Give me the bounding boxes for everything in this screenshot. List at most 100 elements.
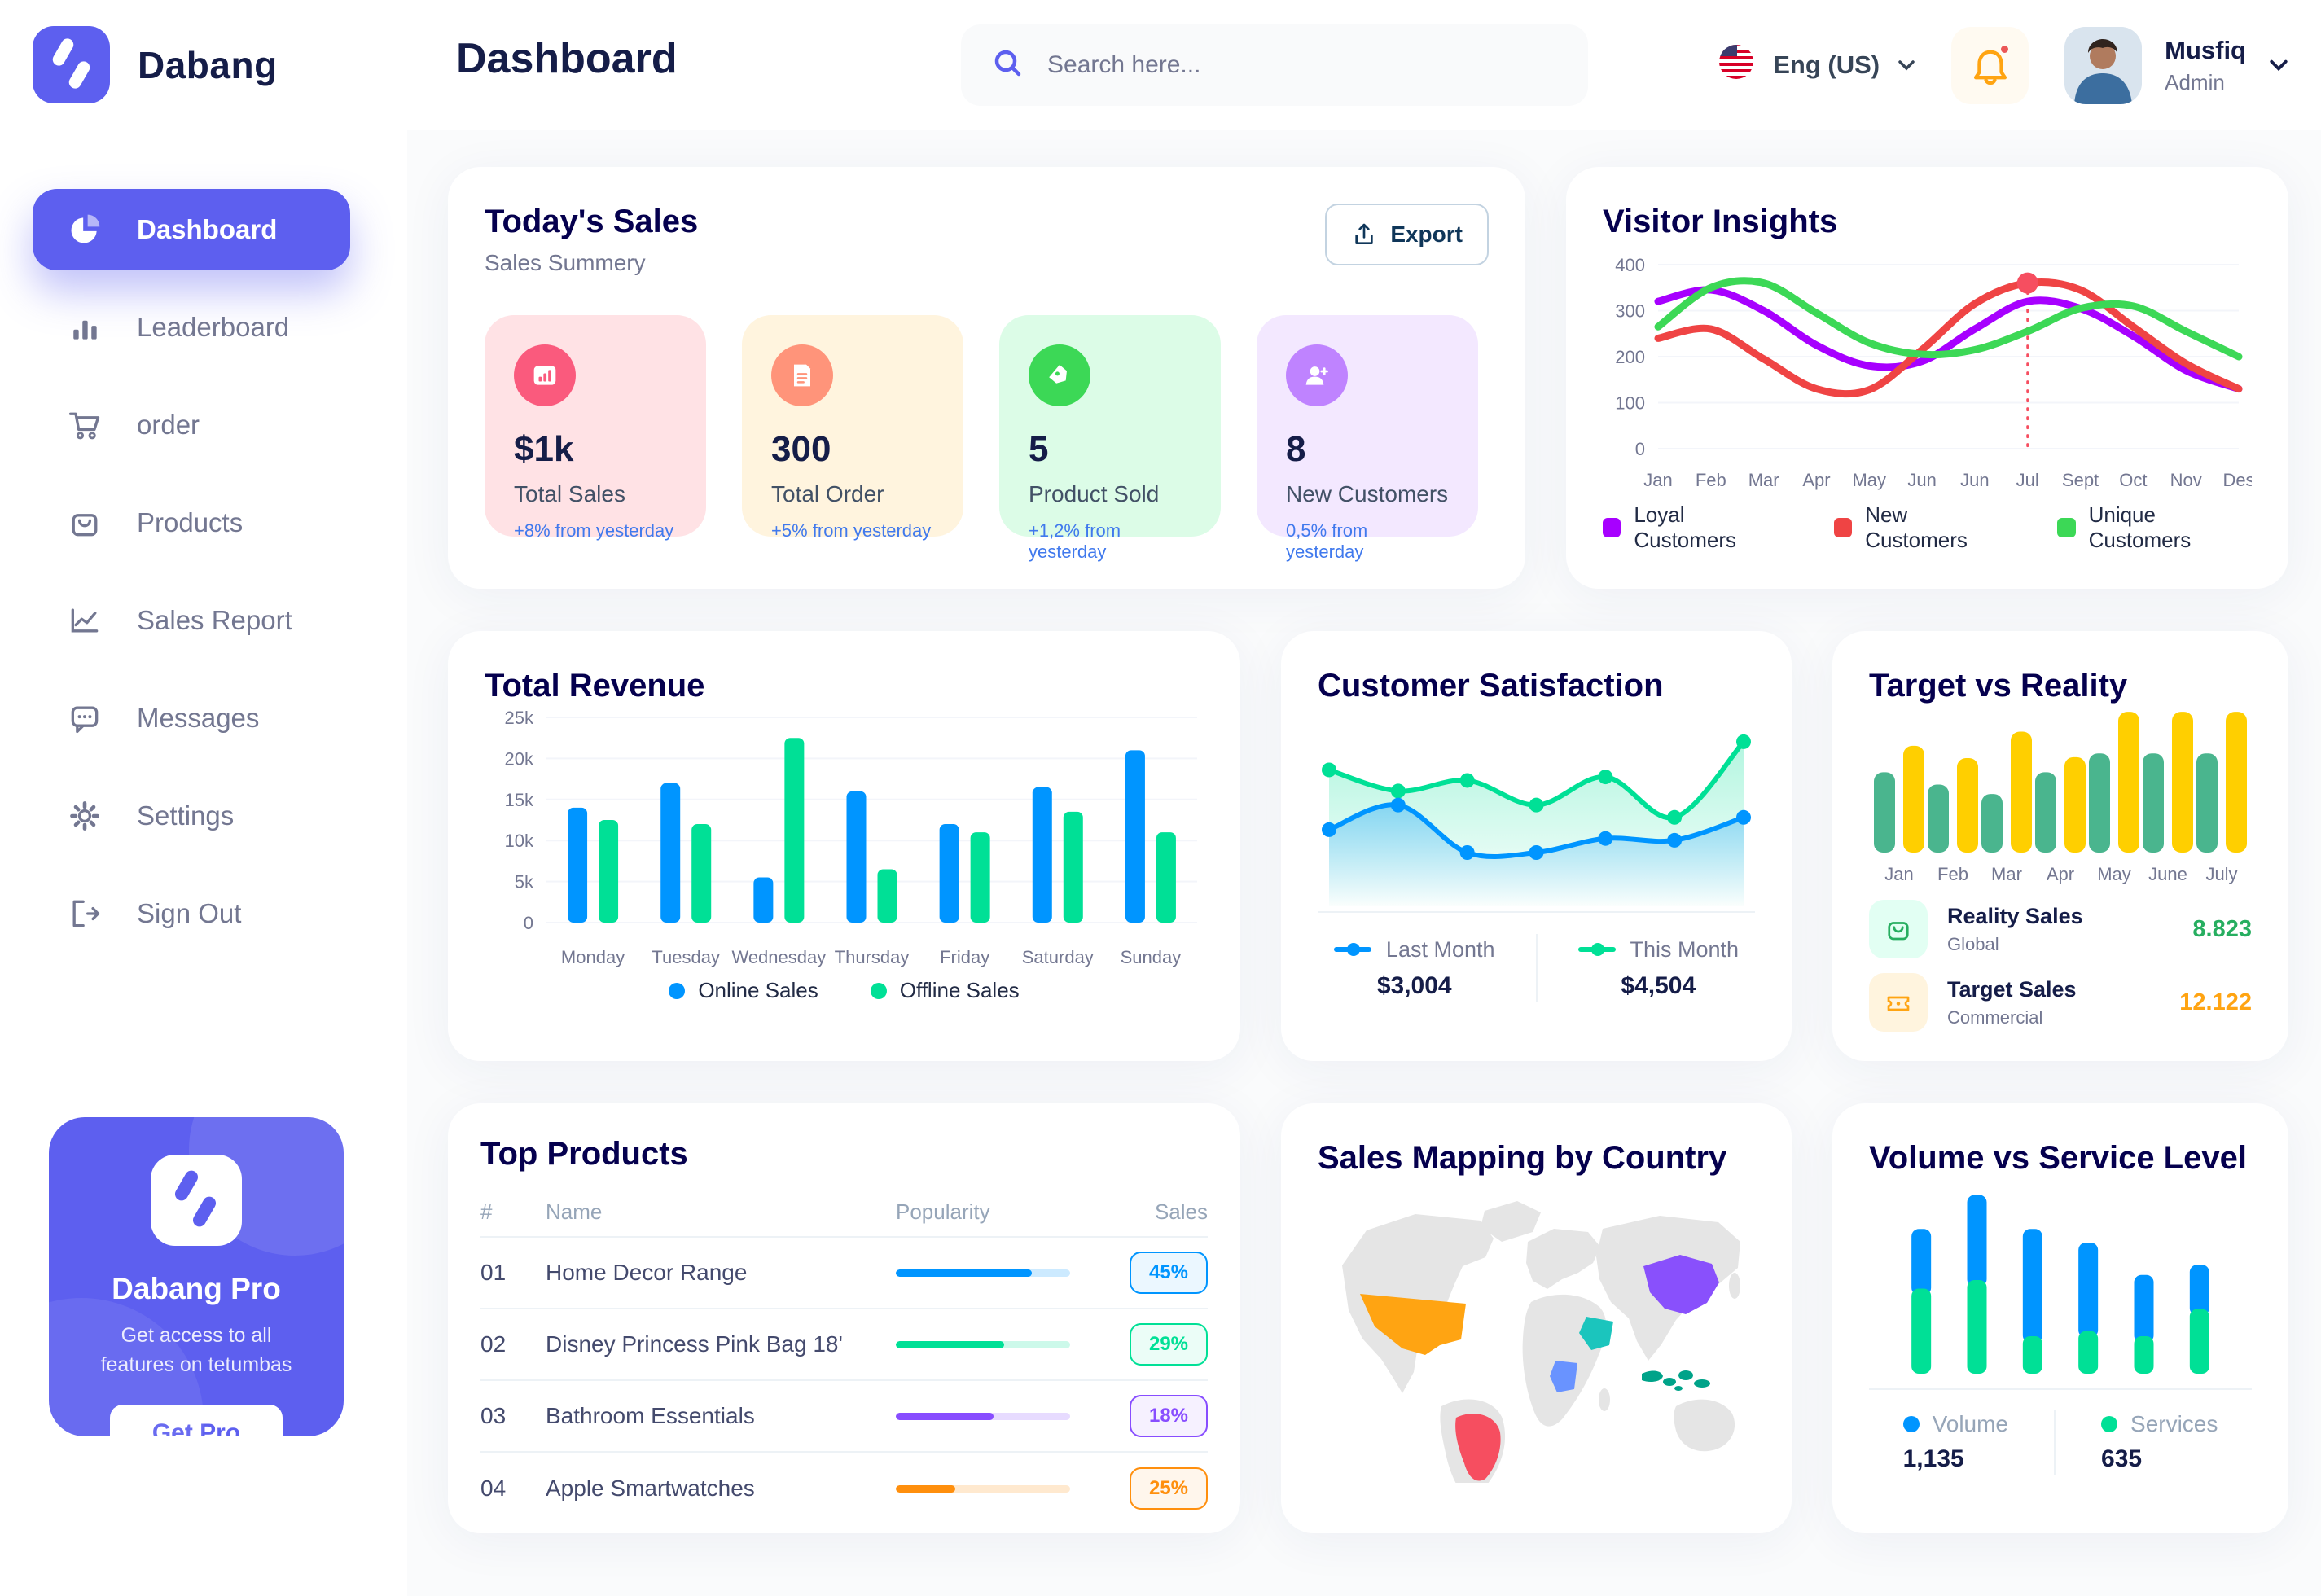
svg-text:Sept: Sept <box>2062 470 2099 490</box>
brand[interactable]: Dabang <box>33 26 278 103</box>
get-pro-button[interactable]: Get Pro <box>110 1404 283 1436</box>
map-country-indonesia[interactable] <box>1642 1370 1710 1391</box>
sales-badge: 29% <box>1130 1323 1208 1366</box>
svg-text:Apr: Apr <box>1802 470 1830 490</box>
sidebar-item-label: Sales Report <box>137 605 292 635</box>
user-menu[interactable]: Musfiq Admin <box>2064 26 2288 104</box>
product-name: Home Decor Range <box>546 1260 748 1285</box>
sidebar-item-products[interactable]: Products <box>33 482 350 563</box>
map-country-saudi-arabia[interactable] <box>1579 1317 1613 1350</box>
volume-service-title: Volume vs Service Level <box>1869 1140 2247 1176</box>
main-content: Today's Sales Sales Summery Export $1 <box>407 130 2321 1596</box>
legend-item: Loyal Customers <box>1603 502 1782 553</box>
svg-text:Wednesday: Wednesday <box>731 947 826 967</box>
svg-text:Mar: Mar <box>1991 864 2022 884</box>
visitor-insights-legend: Loyal Customers New Customers Unique Custo… <box>1603 502 2252 553</box>
svg-text:20k: 20k <box>505 748 534 769</box>
notifications-button[interactable] <box>1951 26 2029 104</box>
sidebar-item-sales-report[interactable]: Sales Report <box>33 580 350 661</box>
product-rank: 03 <box>480 1403 507 1428</box>
legend-this-month: This Month $4,504 <box>1577 937 1739 1000</box>
svg-text:10k: 10k <box>505 831 534 851</box>
map-country-china[interactable] <box>1643 1255 1719 1314</box>
svg-text:Nov: Nov <box>2170 470 2202 490</box>
popularity-bar <box>896 1340 1086 1348</box>
gear-icon <box>70 801 99 831</box>
svg-text:June: June <box>2148 864 2187 884</box>
popularity-bar <box>896 1412 1086 1420</box>
sidebar-item-messages[interactable]: Messages <box>33 677 350 759</box>
dabang-logo-icon <box>33 26 110 103</box>
last-month-value: $3,004 <box>1376 971 1452 999</box>
svg-text:Mar: Mar <box>1748 470 1779 490</box>
popularity-bar <box>896 1484 1086 1493</box>
svg-text:200: 200 <box>1615 347 1645 367</box>
stat-value: 300 <box>771 429 831 469</box>
sidebar-item-dashboard[interactable]: Dashboard <box>33 189 350 270</box>
svg-text:0: 0 <box>524 913 533 933</box>
stat-card-total-order: 300 Total Order +5% from yesterday <box>742 315 963 541</box>
sidebar-item-sign-out[interactable]: Sign Out <box>33 873 350 954</box>
legend-last-month: Last Month $3,004 <box>1333 937 1495 1000</box>
stat-delta: +5% from yesterday <box>771 520 932 541</box>
svg-text:July: July <box>2205 864 2237 884</box>
svg-text:Des: Des <box>2222 470 2252 490</box>
svg-text:5k: 5k <box>515 872 534 892</box>
sidebar-item-label: Sign Out <box>137 898 242 928</box>
sidebar-item-order[interactable]: order <box>33 384 350 466</box>
sidebar-item-leaderboard[interactable]: Leaderboard <box>33 287 350 368</box>
stat-label: New Customers <box>1286 481 1449 506</box>
top-products-card: Top Products # Name Popularity Sales 01 H… <box>448 1103 1240 1533</box>
map-country-brazil[interactable] <box>1455 1413 1501 1481</box>
bell-icon <box>1973 50 2007 85</box>
todays-sales-card: Today's Sales Sales Summery Export $1 <box>448 167 1525 589</box>
top-header: Dabang Dashboard Eng (US) <box>0 0 2321 130</box>
volume-service-chart <box>1869 1177 2252 1382</box>
world-map <box>1318 1188 1755 1498</box>
svg-text:Saturday: Saturday <box>1022 947 1094 967</box>
chevron-down-icon <box>2270 59 2288 72</box>
stat-value: $1k <box>514 429 574 469</box>
bar-chart-icon <box>73 320 97 340</box>
this-month-value: $4,504 <box>1621 971 1696 999</box>
sidebar-item-label: Settings <box>137 800 235 831</box>
total-revenue-chart: 0 5k 10k 15k 20k 25k Monday Tuesday Wednesday Thu… <box>485 704 1204 967</box>
product-rank: 04 <box>480 1475 507 1501</box>
language-selector[interactable]: Eng (US) <box>1718 43 1915 87</box>
svg-text:May: May <box>1852 470 1886 490</box>
notification-badge <box>1999 42 2012 55</box>
tag-icon <box>1029 344 1090 406</box>
product-name: Bathroom Essentials <box>546 1403 755 1428</box>
legend-item: Unique Customers <box>2057 502 2252 553</box>
stat-value: 5 <box>1029 429 1049 469</box>
legend-reality-sales: Reality Sales Global 8.823 <box>1869 900 2252 958</box>
legend-item: Offline Sales <box>870 978 1020 1003</box>
add-user-icon <box>1286 344 1348 406</box>
export-button[interactable]: Export <box>1325 204 1489 265</box>
map-country-usa[interactable] <box>1360 1294 1466 1355</box>
stat-delta: +1,2% from yesterday <box>1029 520 1121 562</box>
sidebar-item-settings[interactable]: Settings <box>33 775 350 857</box>
export-icon <box>1355 223 1373 244</box>
sidebar-item-label: Dashboard <box>137 214 278 244</box>
svg-text:0: 0 <box>1635 439 1645 459</box>
legend-item: Online Sales <box>669 978 818 1003</box>
svg-text:Jul: Jul <box>2016 470 2039 490</box>
visitor-insights-chart: 0 100 200 300 400 Jan Feb Mar Apr May Jun Jun Jul Sep… <box>1603 240 2254 491</box>
sidebar: Dashboard Leaderboard order Products <box>0 130 407 1596</box>
svg-text:Jun: Jun <box>1907 470 1936 490</box>
search-bar[interactable] <box>961 24 1588 106</box>
svg-text:Tuesday: Tuesday <box>652 947 720 967</box>
target-vs-reality-title: Target vs Reality <box>1869 668 2128 704</box>
sales-badge: 25% <box>1130 1467 1208 1510</box>
search-input[interactable] <box>1046 50 1557 80</box>
popularity-bar <box>896 1269 1086 1277</box>
target-vs-reality-chart: Jan Feb Mar Apr May June July <box>1869 704 2252 885</box>
todays-sales-title: Today's Sales <box>485 204 699 239</box>
page-title: Dashboard <box>456 35 678 82</box>
map-country-dr-congo[interactable] <box>1550 1361 1577 1392</box>
table-row: 04 Apple Smartwatches 25% <box>480 1453 1208 1524</box>
sales-mapping-card: Sales Mapping by Country <box>1281 1103 1792 1533</box>
product-name: Disney Princess Pink Bag 18' <box>546 1331 843 1357</box>
customer-satisfaction-chart <box>1318 704 1755 906</box>
